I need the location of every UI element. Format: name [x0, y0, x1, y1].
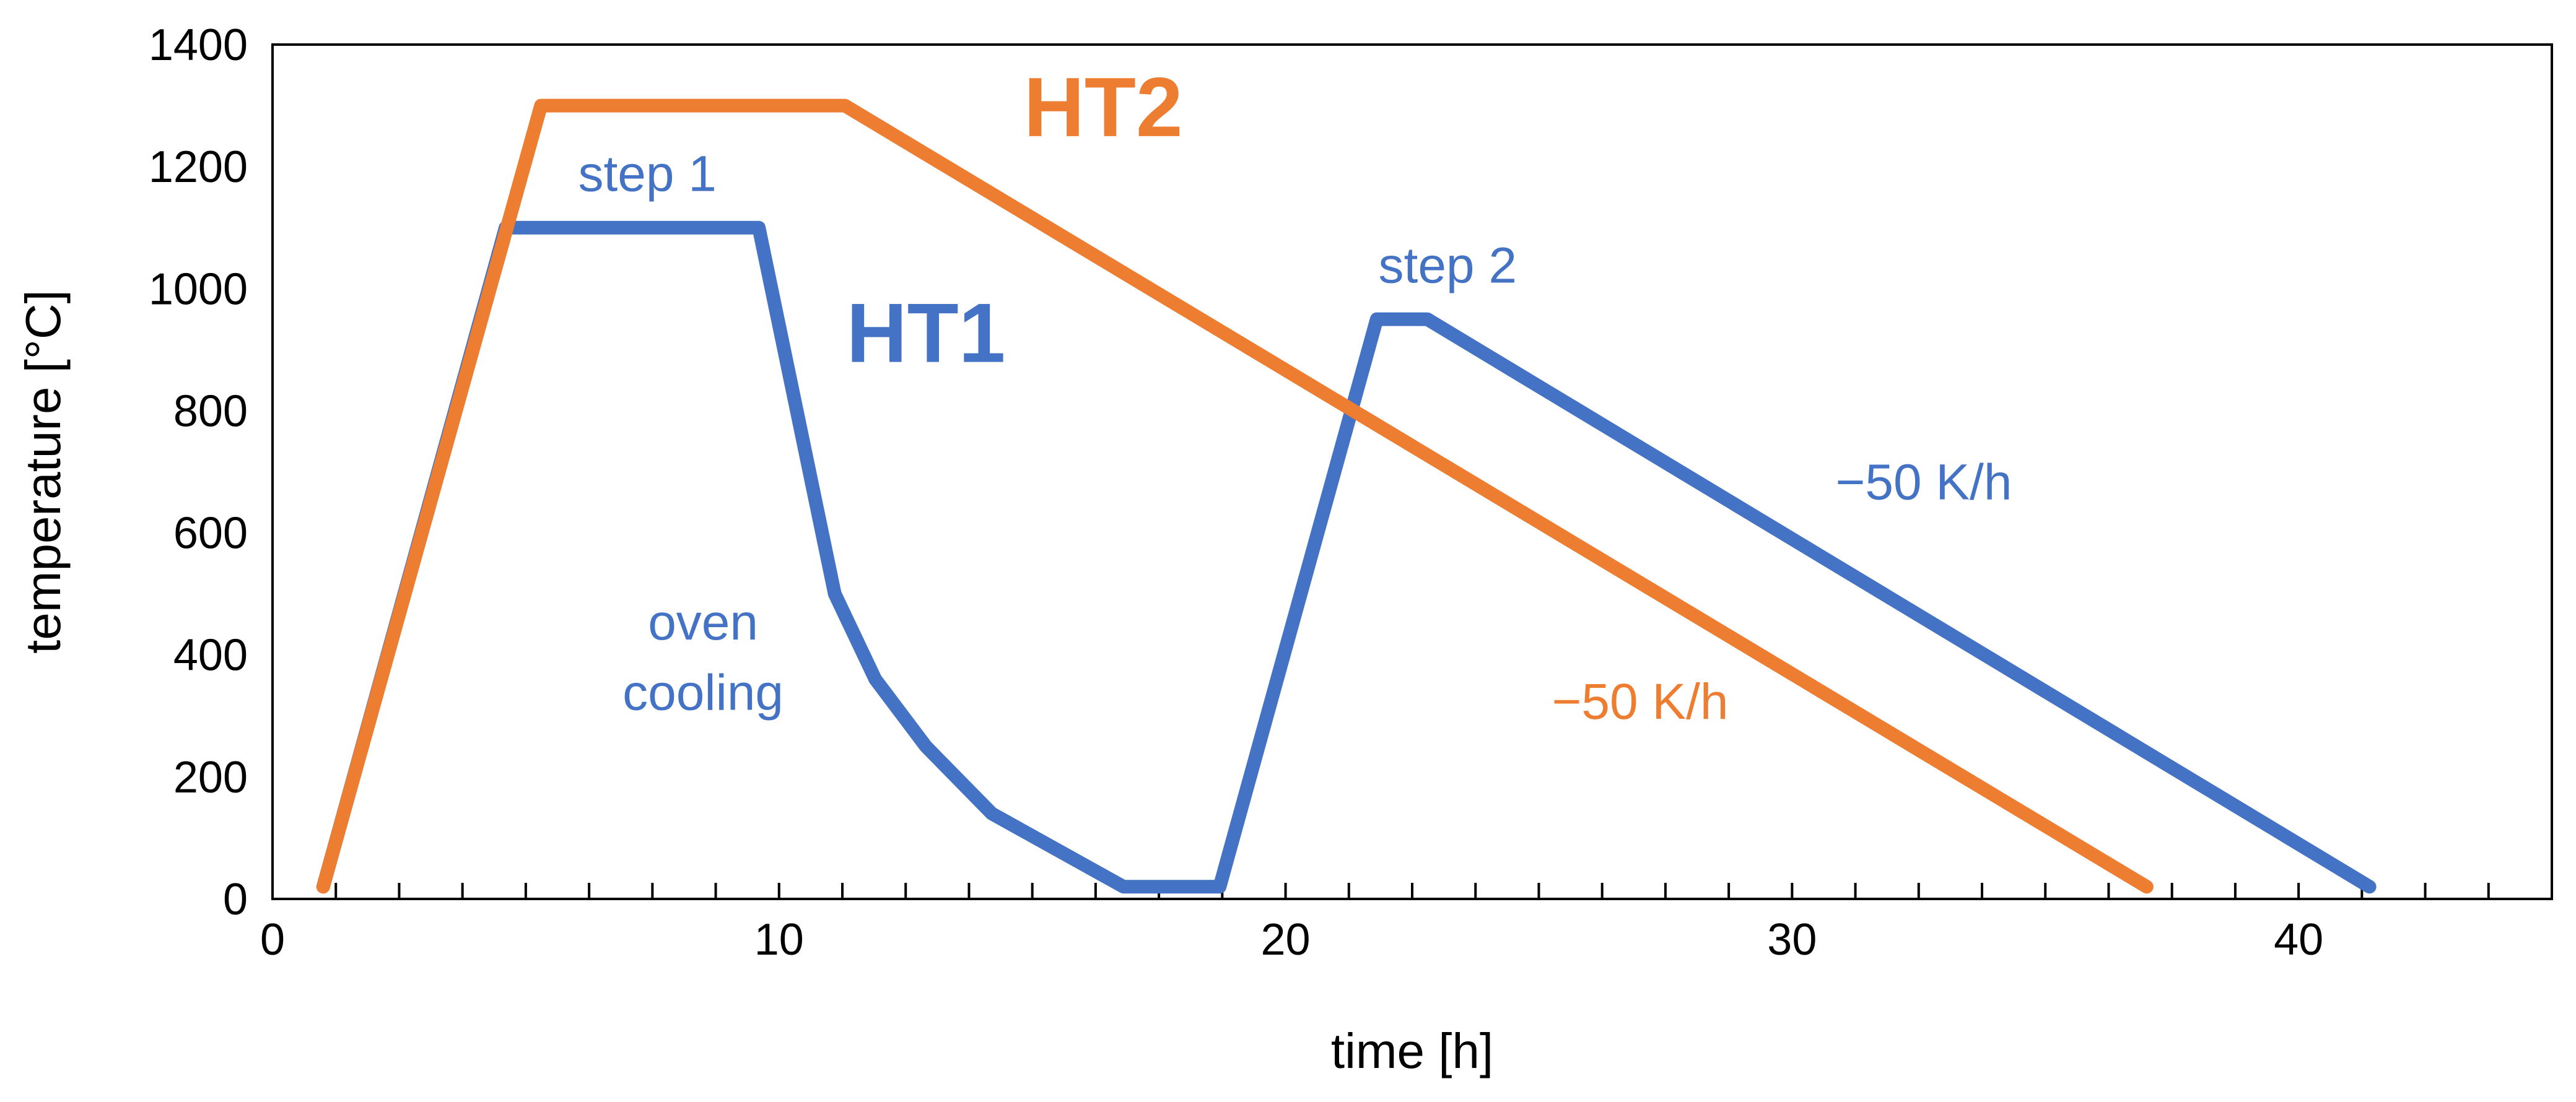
annotation-label: cooling: [622, 664, 784, 721]
x-tick-label: 40: [2274, 915, 2323, 965]
y-tick-label: 800: [173, 386, 248, 436]
annotation-label: −50 K/h: [1552, 674, 1729, 730]
y-axis-ticks: 0 200 400 600 800 1000 1200 1400: [149, 20, 248, 924]
series-line-ht1: [316, 220, 2377, 894]
x-axis-ticks: 0 10 20 30 40: [260, 883, 2553, 965]
y-tick-label: 1400: [149, 20, 248, 70]
y-tick-label: 600: [173, 509, 248, 558]
x-tick-label: 10: [754, 915, 804, 965]
y-axis-title: temperature [°C]: [15, 290, 71, 654]
annotation-label: oven: [648, 594, 758, 651]
x-tick-label: 0: [260, 915, 285, 965]
series-lines: [316, 98, 2377, 894]
x-tick-label: 30: [1767, 915, 1817, 965]
series-line-ht2: [316, 98, 2154, 894]
annotations: HT2 HT1 step 1 step 2 −50 K/h oven cooling −50 …: [578, 60, 2012, 730]
annotation-label: step 2: [1379, 237, 1517, 293]
y-tick-label: 0: [223, 875, 248, 924]
y-tick-label: 1000: [149, 264, 248, 314]
annotation-label: HT1: [846, 286, 1005, 380]
y-tick-label: 400: [173, 631, 248, 680]
y-tick-label: 1200: [149, 142, 248, 192]
x-tick-label: 20: [1261, 915, 1311, 965]
annotation-label: HT2: [1024, 60, 1183, 154]
annotation-label: −50 K/h: [1835, 454, 2012, 510]
annotation-label: step 1: [578, 146, 716, 202]
x-axis-title: time [h]: [1331, 1023, 1493, 1078]
y-tick-label: 200: [173, 753, 248, 802]
